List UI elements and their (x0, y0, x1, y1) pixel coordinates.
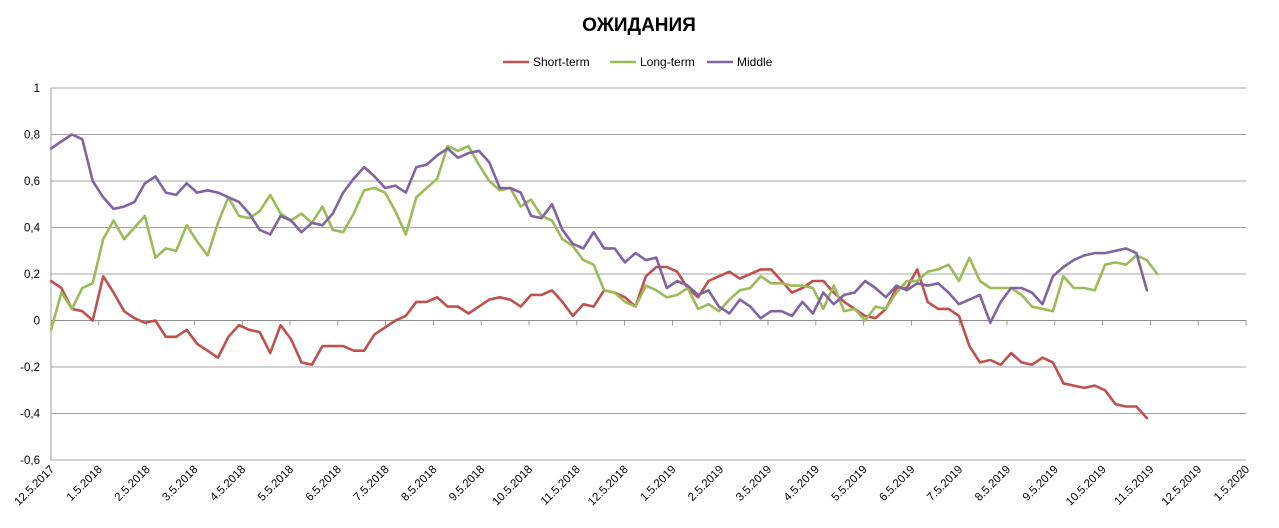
y-tick-label: 0,2 (24, 269, 40, 281)
y-tick-label: -0,6 (20, 455, 40, 467)
chart-title: ОЖИДАНИЯ (582, 15, 696, 36)
series-line-middle (49, 133, 1149, 325)
y-tick-label: 0,6 (24, 176, 40, 188)
y-axis-labels: 1 0,8 0,6 0,4 0,2 0 -0,2 -0,4 -0,6 (20, 83, 40, 467)
y-tick-label: -0,2 (20, 362, 40, 374)
series-group (49, 133, 1159, 420)
legend: Short-term Long-term Middle (503, 55, 773, 69)
y-tick-label: 1 (34, 83, 40, 95)
series-line-long-term (49, 144, 1159, 332)
y-tick-label: 0,4 (24, 223, 41, 235)
legend-label: Middle (737, 55, 773, 69)
y-tick-label: -0,4 (20, 409, 40, 421)
y-tick-label: 0 (34, 316, 40, 328)
series-line-short-term (49, 265, 1149, 420)
legend-label: Long-term (640, 55, 695, 69)
y-tick-label: 0,8 (24, 130, 40, 142)
legend-label: Short-term (533, 55, 590, 69)
